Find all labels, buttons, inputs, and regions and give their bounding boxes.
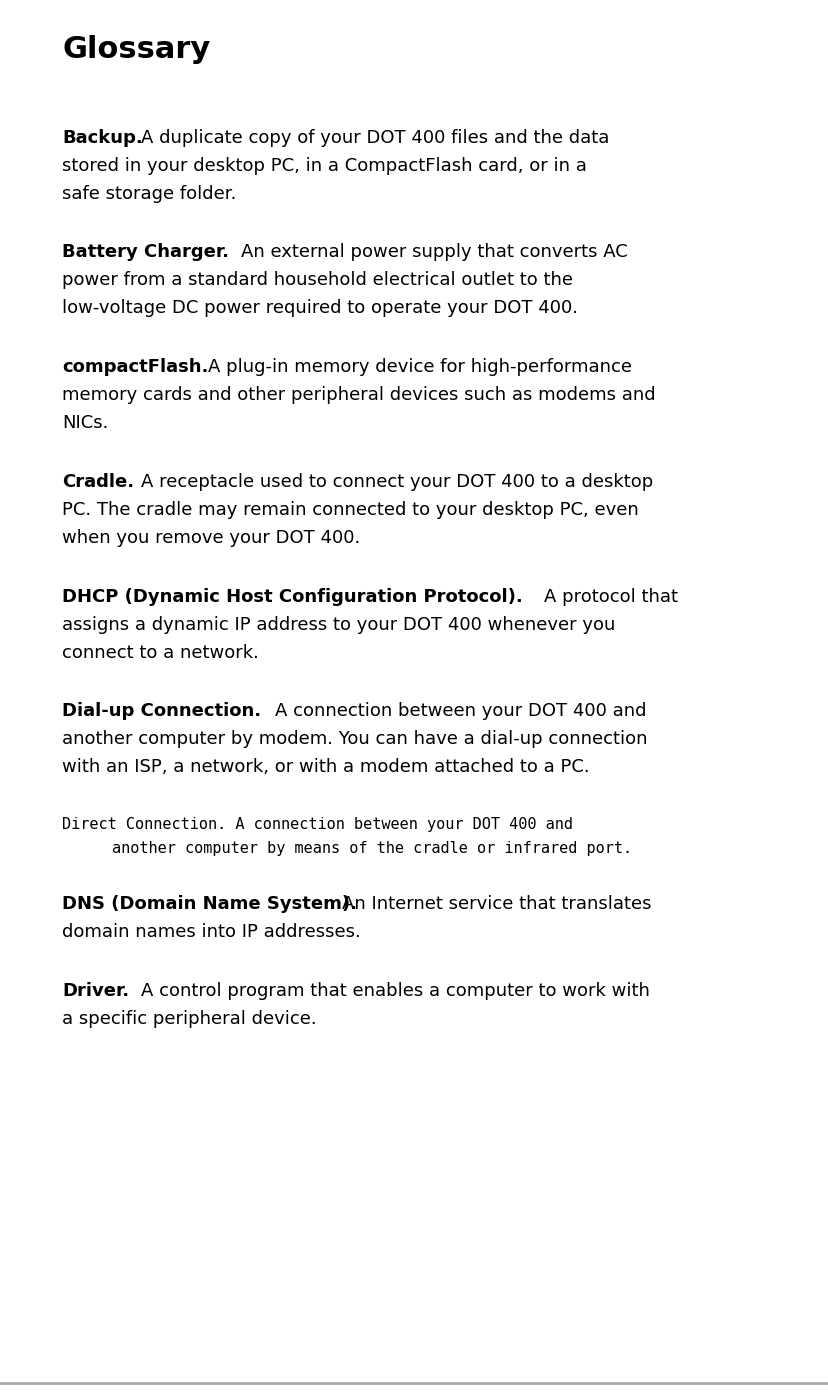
Text: Driver.: Driver. bbox=[62, 982, 129, 1000]
Text: another computer by modem. You can have a dial-up connection: another computer by modem. You can have … bbox=[62, 731, 647, 749]
Text: safe storage folder.: safe storage folder. bbox=[62, 184, 236, 203]
Text: compactFlash.: compactFlash. bbox=[62, 358, 209, 376]
Text: power from a standard household electrical outlet to the: power from a standard household electric… bbox=[62, 271, 572, 289]
Text: memory cards and other peripheral devices such as modems and: memory cards and other peripheral device… bbox=[62, 386, 655, 404]
Text: domain names into IP addresses.: domain names into IP addresses. bbox=[62, 923, 360, 942]
Text: A control program that enables a computer to work with: A control program that enables a compute… bbox=[141, 982, 648, 1000]
Text: DNS (Domain Name System).: DNS (Domain Name System). bbox=[62, 895, 357, 914]
Text: with an ISP, a network, or with a modem attached to a PC.: with an ISP, a network, or with a modem … bbox=[62, 759, 589, 777]
Text: DHCP (Dynamic Host Configuration Protocol).: DHCP (Dynamic Host Configuration Protoco… bbox=[62, 588, 522, 605]
Text: connect to a network.: connect to a network. bbox=[62, 644, 258, 662]
Text: A connection between your DOT 400 and: A connection between your DOT 400 and bbox=[275, 703, 646, 721]
Text: assigns a dynamic IP address to your DOT 400 whenever you: assigns a dynamic IP address to your DOT… bbox=[62, 616, 615, 633]
Text: Backup.: Backup. bbox=[62, 129, 142, 147]
Text: NICs.: NICs. bbox=[62, 414, 108, 432]
Text: Cradle.: Cradle. bbox=[62, 472, 134, 490]
Text: A plug-in memory device for high-performance: A plug-in memory device for high-perform… bbox=[208, 358, 631, 376]
Text: PC. The cradle may remain connected to your desktop PC, even: PC. The cradle may remain connected to y… bbox=[62, 500, 638, 518]
Text: Direct Connection. A connection between your DOT 400 and: Direct Connection. A connection between … bbox=[62, 817, 572, 833]
Text: An Internet service that translates: An Internet service that translates bbox=[342, 895, 651, 914]
Text: when you remove your DOT 400.: when you remove your DOT 400. bbox=[62, 529, 360, 546]
Text: A protocol that: A protocol that bbox=[543, 588, 676, 605]
Text: Glossary: Glossary bbox=[62, 35, 210, 64]
Text: a specific peripheral device.: a specific peripheral device. bbox=[62, 1010, 316, 1028]
Text: another computer by means of the cradle or infrared port.: another computer by means of the cradle … bbox=[112, 841, 631, 856]
Text: stored in your desktop PC, in a CompactFlash card, or in a: stored in your desktop PC, in a CompactF… bbox=[62, 156, 586, 175]
Text: Battery Charger.: Battery Charger. bbox=[62, 243, 229, 261]
Text: A receptacle used to connect your DOT 400 to a desktop: A receptacle used to connect your DOT 40… bbox=[141, 472, 652, 490]
Text: low-voltage DC power required to operate your DOT 400.: low-voltage DC power required to operate… bbox=[62, 299, 577, 317]
Text: A duplicate copy of your DOT 400 files and the data: A duplicate copy of your DOT 400 files a… bbox=[141, 129, 609, 147]
Text: An external power supply that converts AC: An external power supply that converts A… bbox=[241, 243, 628, 261]
Text: Dial-up Connection.: Dial-up Connection. bbox=[62, 703, 261, 721]
